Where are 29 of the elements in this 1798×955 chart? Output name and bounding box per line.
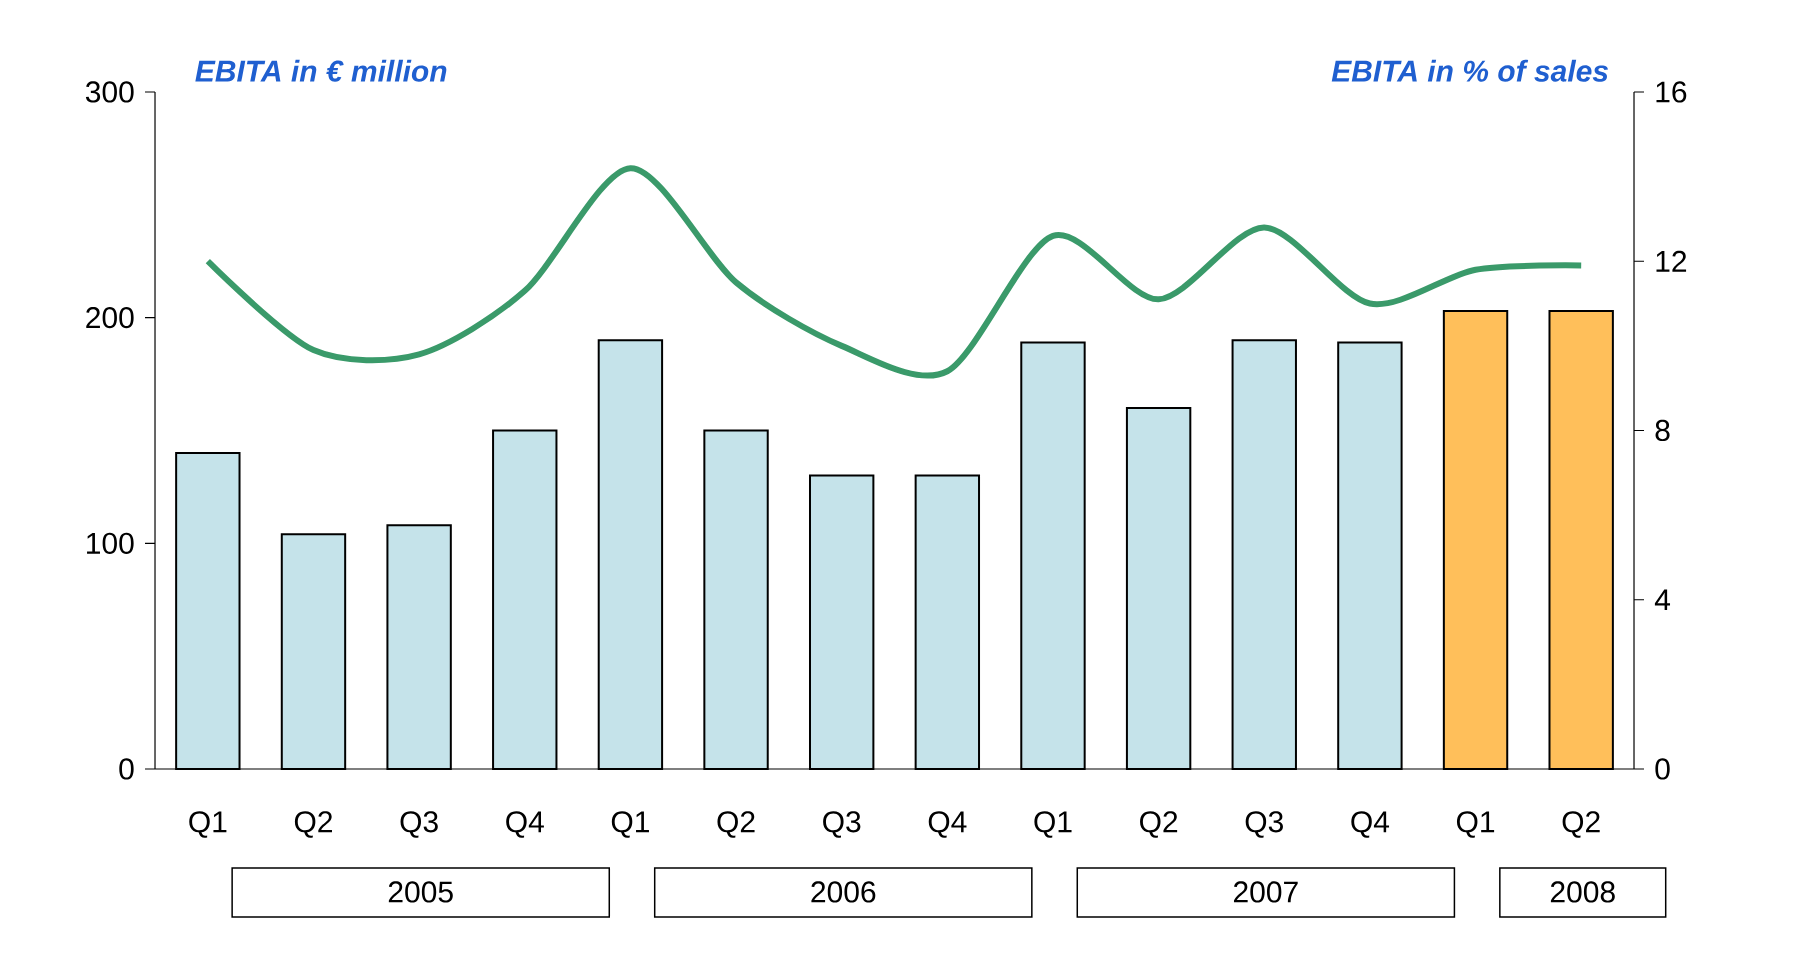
x-tick-label: Q2 (717, 811, 755, 838)
x-tick-label: Q1 (1456, 811, 1495, 838)
x-tick-label: Q2 (1562, 811, 1600, 838)
y-tick-label: 200 (86, 307, 134, 329)
x-tick-label: Q1 (189, 811, 227, 838)
x-tick-label: Q1 (1034, 811, 1072, 838)
text: 2005 (388, 881, 453, 903)
y2-tick-label: 4 (1654, 589, 1671, 611)
x-tick-label: Q2 (1140, 811, 1178, 838)
x-tick-label: Q2 (294, 811, 332, 838)
x-tick-label: Q4 (1351, 811, 1390, 838)
x-tick-label: Q4 (928, 811, 967, 838)
text: 2008 (1550, 881, 1615, 903)
y2-tick-label: 8 (1655, 419, 1670, 442)
x-tick-label: Q3 (823, 811, 861, 838)
text: 2006 (811, 881, 876, 903)
x-tick-label: Q3 (1245, 811, 1283, 838)
x-tick-label: Q1 (611, 811, 649, 838)
y2-tick-label: 12 (1656, 250, 1687, 272)
y-tick-label: 300 (85, 81, 134, 103)
x-tick-label: Q4 (506, 811, 544, 838)
x-tick-label: Q3 (400, 811, 438, 838)
text: 2007 (1233, 881, 1298, 903)
y-tick-label: 0 (119, 758, 134, 780)
y2-axis-title: EBITA in % of sales (1331, 59, 1609, 82)
y2-tick-label: 16 (1656, 81, 1687, 103)
y-axis-title: EBITA in € million (195, 59, 447, 82)
y2-tick-label: 0 (1655, 758, 1670, 780)
y-tick-label: 100 (87, 532, 134, 554)
